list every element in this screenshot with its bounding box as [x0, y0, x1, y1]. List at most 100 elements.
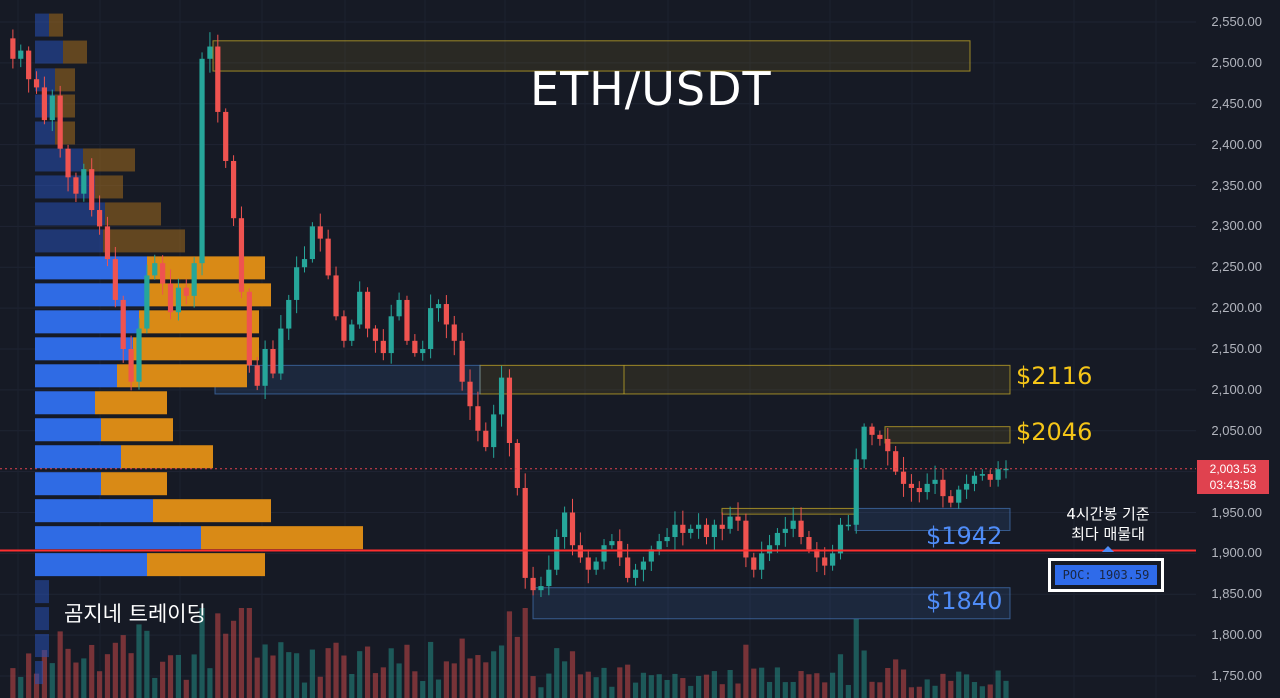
volume-bar [759, 667, 765, 698]
candle-body [372, 328, 379, 341]
candle-body [546, 569, 552, 587]
volume-bar [349, 673, 355, 698]
candle-body [498, 377, 505, 415]
candle-body [837, 524, 844, 554]
profile-sell-bar [95, 391, 167, 415]
volume-bar [979, 686, 985, 698]
profile-buy-bar [35, 391, 95, 415]
candle-body [751, 557, 757, 570]
candle-body [696, 524, 702, 529]
volume-bar [956, 671, 962, 698]
volume-bar [428, 641, 434, 698]
volume-bar [341, 655, 347, 698]
candle-body [81, 169, 87, 194]
candle-body [774, 532, 781, 546]
zone-supply [212, 40, 971, 72]
profile-sell-bar [147, 553, 265, 577]
candle-body [254, 365, 260, 386]
volume-bar [648, 675, 654, 698]
volume-bar [294, 653, 300, 698]
candle-body [735, 516, 741, 521]
candle-body [585, 557, 591, 570]
volume-bar [238, 608, 245, 698]
volume-bar [696, 675, 702, 698]
volume-bar [609, 686, 615, 698]
volume-bar [451, 663, 457, 698]
volume-bar [152, 677, 158, 698]
candle-body [924, 483, 930, 493]
volume-bar [554, 648, 560, 698]
volume-bar [420, 681, 426, 698]
volume-bar [727, 669, 733, 698]
profile-sell-bar [63, 40, 87, 64]
candle-body [246, 291, 252, 366]
volume-bar [640, 672, 647, 698]
volume-bar [41, 650, 48, 698]
volume-bar [333, 642, 339, 698]
candle-body [26, 50, 32, 80]
profile-sell-bar [95, 175, 123, 199]
volume-bar [388, 648, 394, 698]
profile-buy-bar [35, 175, 95, 199]
candle-body [128, 349, 134, 382]
volume-bar [869, 681, 875, 698]
profile-buy-bar [35, 607, 49, 631]
volume-bar [380, 667, 386, 698]
volume-bar [230, 620, 237, 698]
volume-bar [167, 655, 174, 698]
candle-body [73, 177, 79, 194]
candle-body [727, 516, 733, 529]
candle-body [514, 443, 520, 488]
candle-body [664, 537, 670, 542]
candle-body [853, 459, 859, 525]
volume-bar [475, 655, 481, 698]
volume-bar [601, 667, 607, 698]
volume-bar [987, 684, 993, 698]
candle-body [175, 287, 182, 313]
candle-body [790, 520, 796, 529]
volume-bar [625, 664, 631, 698]
volume-bar [885, 668, 891, 698]
profile-buy-bar [35, 526, 201, 550]
candle-body [656, 541, 662, 550]
volume-bar [593, 677, 599, 698]
profile-buy-bar [35, 148, 83, 172]
volume-bar [735, 683, 741, 698]
volume-bar [837, 654, 844, 698]
volume-bar [262, 644, 268, 698]
candle-body [459, 340, 465, 382]
profile-buy-bar [35, 634, 49, 658]
profile-sell-bar [147, 256, 265, 280]
volume-bar [364, 646, 371, 698]
profile-sell-bar [101, 472, 167, 496]
profile-sell-bar [201, 526, 363, 550]
profile-buy-bar [35, 202, 105, 226]
level-label-1840: $1840 [926, 587, 1003, 615]
volume-bar [617, 667, 623, 698]
zone-supply [721, 507, 856, 515]
current-price-tag: 2,003.53 03:43:58 [1197, 460, 1269, 494]
candle-body [33, 79, 40, 88]
chart-title: ETH/USDT [530, 62, 772, 116]
poc-note-line1: 4시간봉 기준 [1066, 505, 1150, 523]
profile-buy-bar [35, 229, 103, 253]
candle-body [711, 524, 717, 538]
profile-sell-bar [117, 364, 247, 388]
candle-body [869, 426, 875, 435]
candle-body [57, 95, 63, 149]
price-tick-label: 2,300.00 [1211, 218, 1262, 234]
volume-bar [845, 684, 851, 698]
candle-body [357, 291, 363, 325]
volume-bar [215, 613, 221, 698]
price-tick-label: 2,350.00 [1211, 177, 1262, 193]
profile-buy-bar [35, 121, 55, 145]
volume-bar [569, 651, 576, 698]
volume-bar [396, 663, 402, 698]
candle-body [325, 238, 331, 276]
poc-badge[interactable]: POC: 1903.59 [1048, 558, 1164, 592]
volume-bar [278, 642, 284, 698]
volume-bar [814, 673, 820, 698]
price-tick-label: 1,900.00 [1211, 545, 1262, 561]
volume-bar [191, 654, 197, 698]
